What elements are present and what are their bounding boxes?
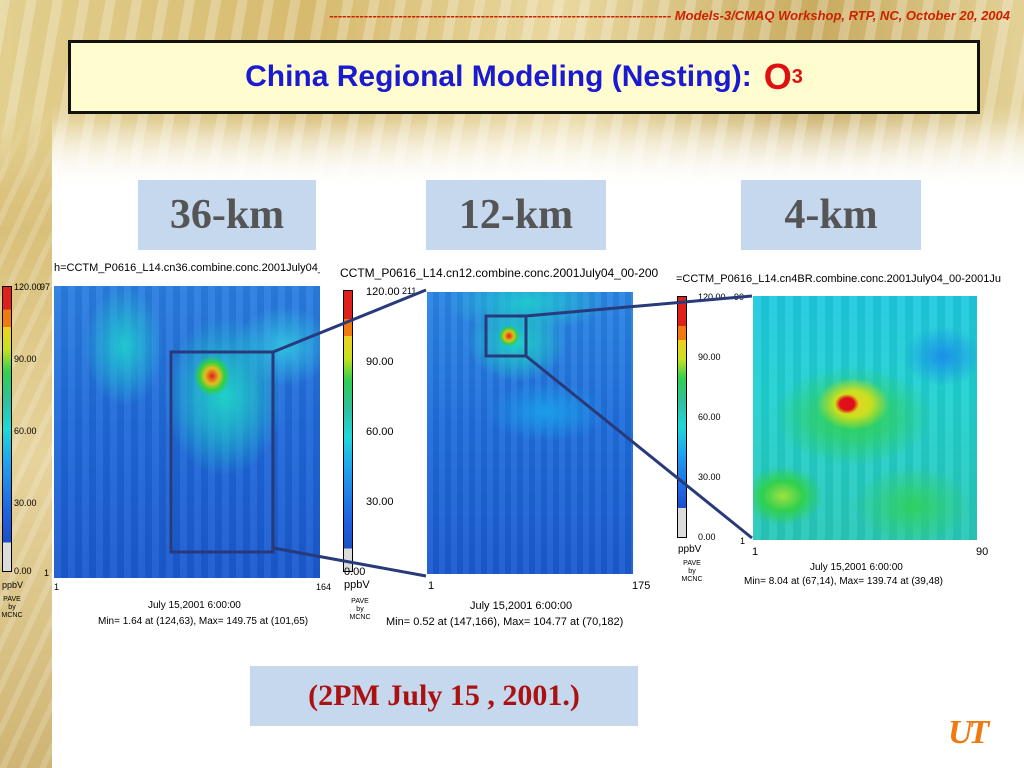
- panel-12km-tick: 120.00: [366, 286, 400, 298]
- slide-title: China Regional Modeling (Nesting):: [245, 60, 752, 93]
- panel-4km-colorbar: [677, 296, 687, 538]
- panel-4km-units: ppbV: [678, 544, 702, 555]
- panel-36km-axis-xmax: 164: [316, 582, 332, 592]
- panel-4km-tick: 90.00: [698, 352, 721, 362]
- caption-box: (2PM July 15 , 2001.): [250, 666, 638, 726]
- panel-4km-axis-xmax: 90: [976, 546, 989, 558]
- panel-12km-axis-xmax: 175: [632, 580, 651, 592]
- panel-36km-tick: 60.00: [14, 426, 37, 436]
- panel-36km-date: July 15,2001 6:00:00: [148, 600, 241, 611]
- panel-4km-tick: 30.00: [698, 472, 721, 482]
- panel-12km-tick: 0.00: [344, 566, 366, 578]
- panel-12km-pave: PAVE by MCNC: [349, 598, 371, 621]
- panel-36km-axis-xmin: 1: [54, 582, 60, 592]
- panel-4km-axis-xmin: 1: [752, 546, 759, 558]
- panel-12km-tick: 30.00: [366, 496, 394, 508]
- label-12km: 12-km: [426, 180, 606, 250]
- panel-36km-tick: 0.00: [14, 566, 32, 576]
- panel-12km-map: [427, 292, 633, 574]
- panel-36km-map: [54, 286, 320, 578]
- ut-logo: UT: [948, 714, 989, 751]
- panel-12km-colorbar: [343, 290, 353, 572]
- panel-12km-units: ppbV: [344, 579, 370, 591]
- panel-36km-minmax: Min= 1.64 at (124,63), Max= 149.75 at (1…: [98, 616, 309, 627]
- panel-4km-date: July 15,2001 6:00:00: [810, 562, 903, 573]
- title-subscript: 3: [791, 65, 803, 88]
- panel-4km-tick: 60.00: [698, 412, 721, 422]
- panel-36km-tick: 90.00: [14, 354, 37, 364]
- panel-12km-axis-top: 211: [402, 286, 417, 296]
- panel-12km-date: July 15,2001 6:00:00: [470, 600, 573, 612]
- label-36km: 36-km: [138, 180, 316, 250]
- label-4km: 4-km: [741, 180, 921, 250]
- panel-36km-pave: PAVE by MCNC: [1, 596, 23, 619]
- panel-12km-tick: 60.00: [366, 426, 394, 438]
- panel-4km-pave: PAVE by MCNC: [681, 560, 703, 583]
- panel-36km-colorbar: [2, 286, 12, 572]
- panel-4km-axis-top: 90: [734, 292, 745, 302]
- title-species: O: [763, 56, 792, 97]
- panel-4km-filename: =CCTM_P0616_L14.cn4BR.combine.conc.2001J…: [676, 273, 1002, 285]
- panel-12km-minmax: Min= 0.52 at (147,166), Max= 104.77 at (…: [386, 616, 624, 628]
- panel-36km-units: ppbV: [2, 580, 24, 590]
- panel-36km-filename: h=CCTM_P0616_L14.cn36.combine.conc.2001J…: [54, 262, 320, 274]
- panel-4km-minmax: Min= 8.04 at (67,14), Max= 139.74 at (39…: [744, 576, 944, 587]
- panel-4km-tick: 0.00: [698, 532, 716, 542]
- panel-36km-tick: 30.00: [14, 498, 37, 508]
- panel-4km-axis-ymin: 1: [740, 536, 746, 546]
- panel-36km-axis-top: 97: [40, 282, 51, 292]
- panel-36km-axis-ymin: 1: [44, 568, 50, 578]
- panel-12km-filename: CCTM_P0616_L14.cn12.combine.conc.2001Jul…: [340, 266, 659, 280]
- panel-36km-tick: 120.00: [14, 282, 42, 292]
- panel-12km-axis-xmin: 1: [428, 580, 435, 592]
- workshop-header: ----------------------------------------…: [329, 8, 1010, 23]
- panel-12km-tick: 90.00: [366, 356, 394, 368]
- panel-4km-tick: 120.00: [698, 292, 726, 302]
- panel-4km-map: [753, 296, 977, 540]
